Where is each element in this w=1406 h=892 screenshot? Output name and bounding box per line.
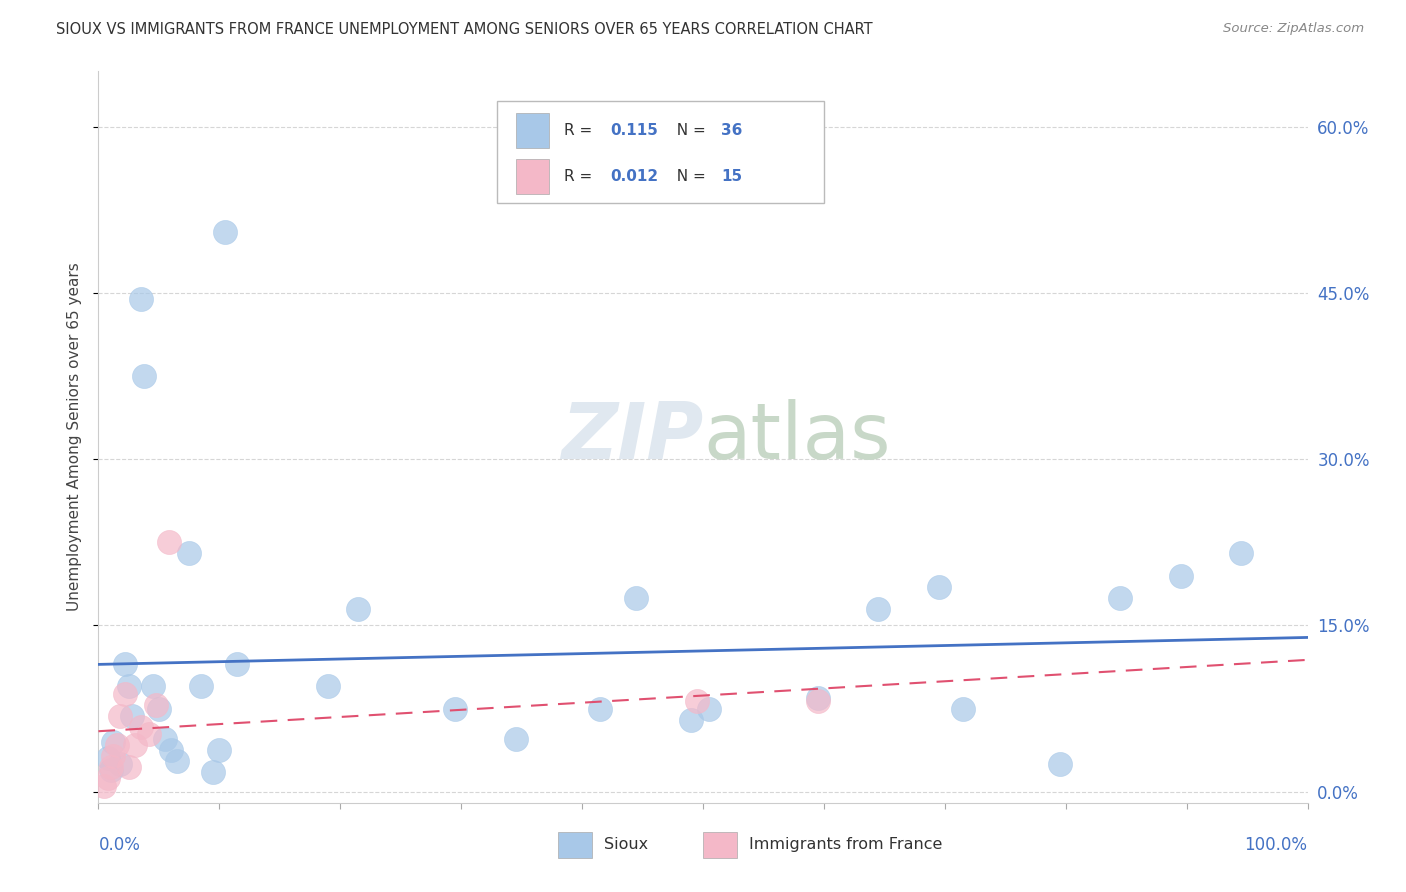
Point	[1109, 591, 1132, 605]
Point	[118, 760, 141, 774]
Point	[952, 701, 974, 715]
Point	[208, 742, 231, 756]
Point	[105, 738, 128, 752]
Point	[444, 701, 467, 715]
Point	[129, 721, 152, 735]
Point	[190, 680, 212, 694]
Text: 100.0%: 100.0%	[1244, 836, 1308, 854]
Point	[100, 760, 122, 774]
Text: N =: N =	[666, 169, 710, 184]
Point	[101, 749, 124, 764]
Point	[134, 369, 156, 384]
Text: R =: R =	[564, 123, 598, 138]
Bar	[516, 159, 550, 194]
Point	[697, 701, 720, 715]
Point	[138, 727, 160, 741]
Point	[148, 701, 170, 715]
Text: atlas: atlas	[703, 399, 890, 475]
Text: Immigrants from France: Immigrants from France	[749, 838, 942, 853]
Text: 15: 15	[721, 169, 742, 184]
Point	[118, 680, 141, 694]
Text: Sioux: Sioux	[603, 838, 648, 853]
Point	[93, 779, 115, 793]
Text: 0.012: 0.012	[610, 169, 658, 184]
Text: R =: R =	[564, 169, 598, 184]
Point	[505, 731, 527, 746]
Point	[686, 694, 709, 708]
Point	[928, 580, 950, 594]
Point	[97, 772, 120, 786]
Point	[626, 591, 648, 605]
Point	[214, 225, 236, 239]
Point	[157, 535, 180, 549]
Point	[316, 680, 339, 694]
Point	[166, 754, 188, 768]
Text: Source: ZipAtlas.com: Source: ZipAtlas.com	[1223, 22, 1364, 36]
Point	[226, 657, 249, 672]
Point	[108, 709, 131, 723]
Point	[114, 687, 136, 701]
FancyBboxPatch shape	[498, 101, 824, 203]
Bar	[558, 832, 592, 858]
Point	[142, 680, 165, 694]
Point	[100, 763, 122, 777]
Point	[179, 546, 201, 560]
Point	[97, 751, 120, 765]
Bar	[516, 113, 550, 148]
Text: SIOUX VS IMMIGRANTS FROM FRANCE UNEMPLOYMENT AMONG SENIORS OVER 65 YEARS CORRELA: SIOUX VS IMMIGRANTS FROM FRANCE UNEMPLOY…	[56, 22, 873, 37]
Point	[1230, 546, 1253, 560]
Point	[145, 698, 167, 713]
Point	[589, 701, 612, 715]
Point	[153, 731, 176, 746]
Point	[807, 690, 830, 705]
Point	[347, 602, 370, 616]
Y-axis label: Unemployment Among Seniors over 65 years: Unemployment Among Seniors over 65 years	[67, 263, 83, 611]
Text: N =: N =	[666, 123, 710, 138]
Point	[160, 742, 183, 756]
Point	[1049, 757, 1071, 772]
Bar	[703, 832, 737, 858]
Text: ZIP: ZIP	[561, 399, 703, 475]
Point	[124, 738, 146, 752]
Point	[807, 694, 830, 708]
Point	[121, 709, 143, 723]
Point	[868, 602, 890, 616]
Point	[679, 713, 702, 727]
Point	[108, 757, 131, 772]
Point	[1170, 568, 1192, 582]
Point	[129, 292, 152, 306]
Text: 0.115: 0.115	[610, 123, 658, 138]
Point	[114, 657, 136, 672]
Point	[202, 764, 225, 779]
Text: 0.0%: 0.0%	[98, 836, 141, 854]
Text: 36: 36	[721, 123, 742, 138]
Point	[101, 735, 124, 749]
